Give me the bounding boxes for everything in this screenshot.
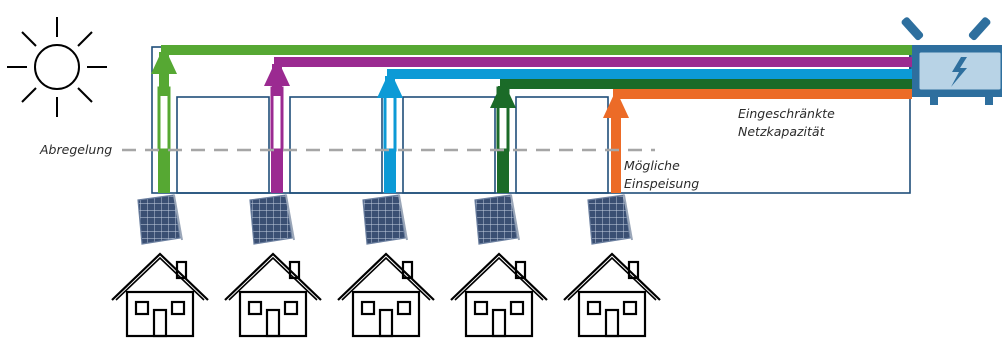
possible-feed-in-bar	[611, 112, 621, 193]
arrow-head	[151, 46, 177, 74]
curtailment-label: Abregelung	[40, 142, 113, 157]
possible-feed-in-bar	[158, 150, 170, 193]
house-icon	[224, 252, 322, 338]
flow-household-1	[151, 45, 912, 193]
flow-band	[387, 69, 912, 79]
limited-capacity-label-line1: Eingeschränkte	[738, 106, 835, 121]
solar-panels	[137, 194, 633, 245]
flow-band	[161, 45, 912, 55]
sun-icon	[7, 17, 107, 117]
arrow-head	[490, 80, 516, 108]
possible-feed-in-label-line1: Mögliche	[624, 158, 680, 173]
arrow-head	[377, 70, 403, 98]
solar-panel-icon	[362, 194, 408, 245]
possible-feed-in-bar	[497, 150, 509, 193]
house-icon	[563, 252, 661, 338]
curtailed-portion	[157, 86, 171, 152]
solar-panel-icon	[474, 194, 520, 245]
flow-household-2	[264, 57, 912, 193]
curtailed-portion	[270, 86, 284, 152]
flow-band	[613, 89, 912, 99]
solar-panel-icon	[587, 194, 633, 245]
arrow-head	[603, 90, 629, 118]
flow-band	[500, 79, 912, 89]
possible-feed-in-bar	[271, 150, 283, 193]
solar-panel-icon	[137, 194, 183, 245]
flow-group	[151, 45, 912, 193]
house-icon	[337, 252, 435, 338]
lightning-icon	[951, 57, 967, 87]
house-icon	[111, 252, 209, 338]
transformer-icon	[901, 17, 1002, 105]
flow-household-5	[603, 89, 912, 193]
arrow-head	[264, 58, 290, 86]
limited-capacity-label-line2: Netzkapazität	[738, 124, 825, 139]
possible-feed-in-bar	[384, 150, 396, 193]
flow-band	[274, 57, 912, 67]
flow-household-3	[377, 69, 912, 193]
possible-feed-in-label-line2: Einspeisung	[624, 176, 700, 191]
houses	[111, 252, 661, 338]
solar-panel-icon	[249, 194, 295, 245]
house-icon	[450, 252, 548, 338]
flow-household-4	[490, 79, 912, 193]
